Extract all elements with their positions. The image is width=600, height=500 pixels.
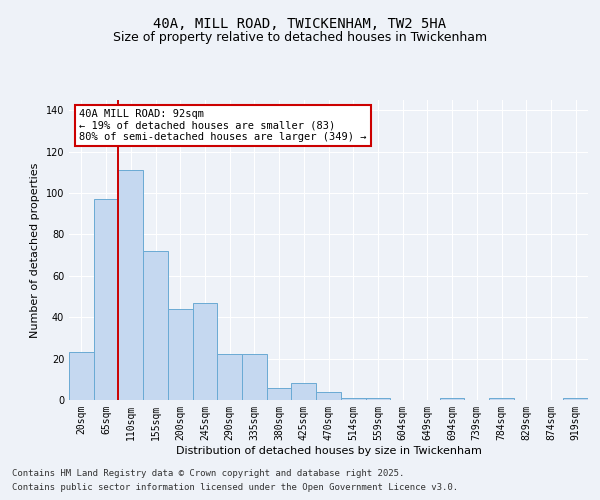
X-axis label: Distribution of detached houses by size in Twickenham: Distribution of detached houses by size … xyxy=(176,446,481,456)
Bar xyxy=(316,392,341,400)
Bar xyxy=(118,170,143,400)
Bar xyxy=(489,398,514,400)
Bar xyxy=(267,388,292,400)
Text: Contains HM Land Registry data © Crown copyright and database right 2025.: Contains HM Land Registry data © Crown c… xyxy=(12,468,404,477)
Text: Size of property relative to detached houses in Twickenham: Size of property relative to detached ho… xyxy=(113,31,487,44)
Bar xyxy=(563,398,588,400)
Text: Contains public sector information licensed under the Open Government Licence v3: Contains public sector information licen… xyxy=(12,484,458,492)
Bar xyxy=(242,354,267,400)
Bar xyxy=(94,200,118,400)
Y-axis label: Number of detached properties: Number of detached properties xyxy=(30,162,40,338)
Bar xyxy=(292,384,316,400)
Bar xyxy=(193,303,217,400)
Bar xyxy=(341,398,365,400)
Bar xyxy=(69,352,94,400)
Text: 40A MILL ROAD: 92sqm
← 19% of detached houses are smaller (83)
80% of semi-detac: 40A MILL ROAD: 92sqm ← 19% of detached h… xyxy=(79,109,367,142)
Bar xyxy=(168,309,193,400)
Bar xyxy=(365,398,390,400)
Text: 40A, MILL ROAD, TWICKENHAM, TW2 5HA: 40A, MILL ROAD, TWICKENHAM, TW2 5HA xyxy=(154,18,446,32)
Bar xyxy=(143,251,168,400)
Bar xyxy=(217,354,242,400)
Bar xyxy=(440,398,464,400)
